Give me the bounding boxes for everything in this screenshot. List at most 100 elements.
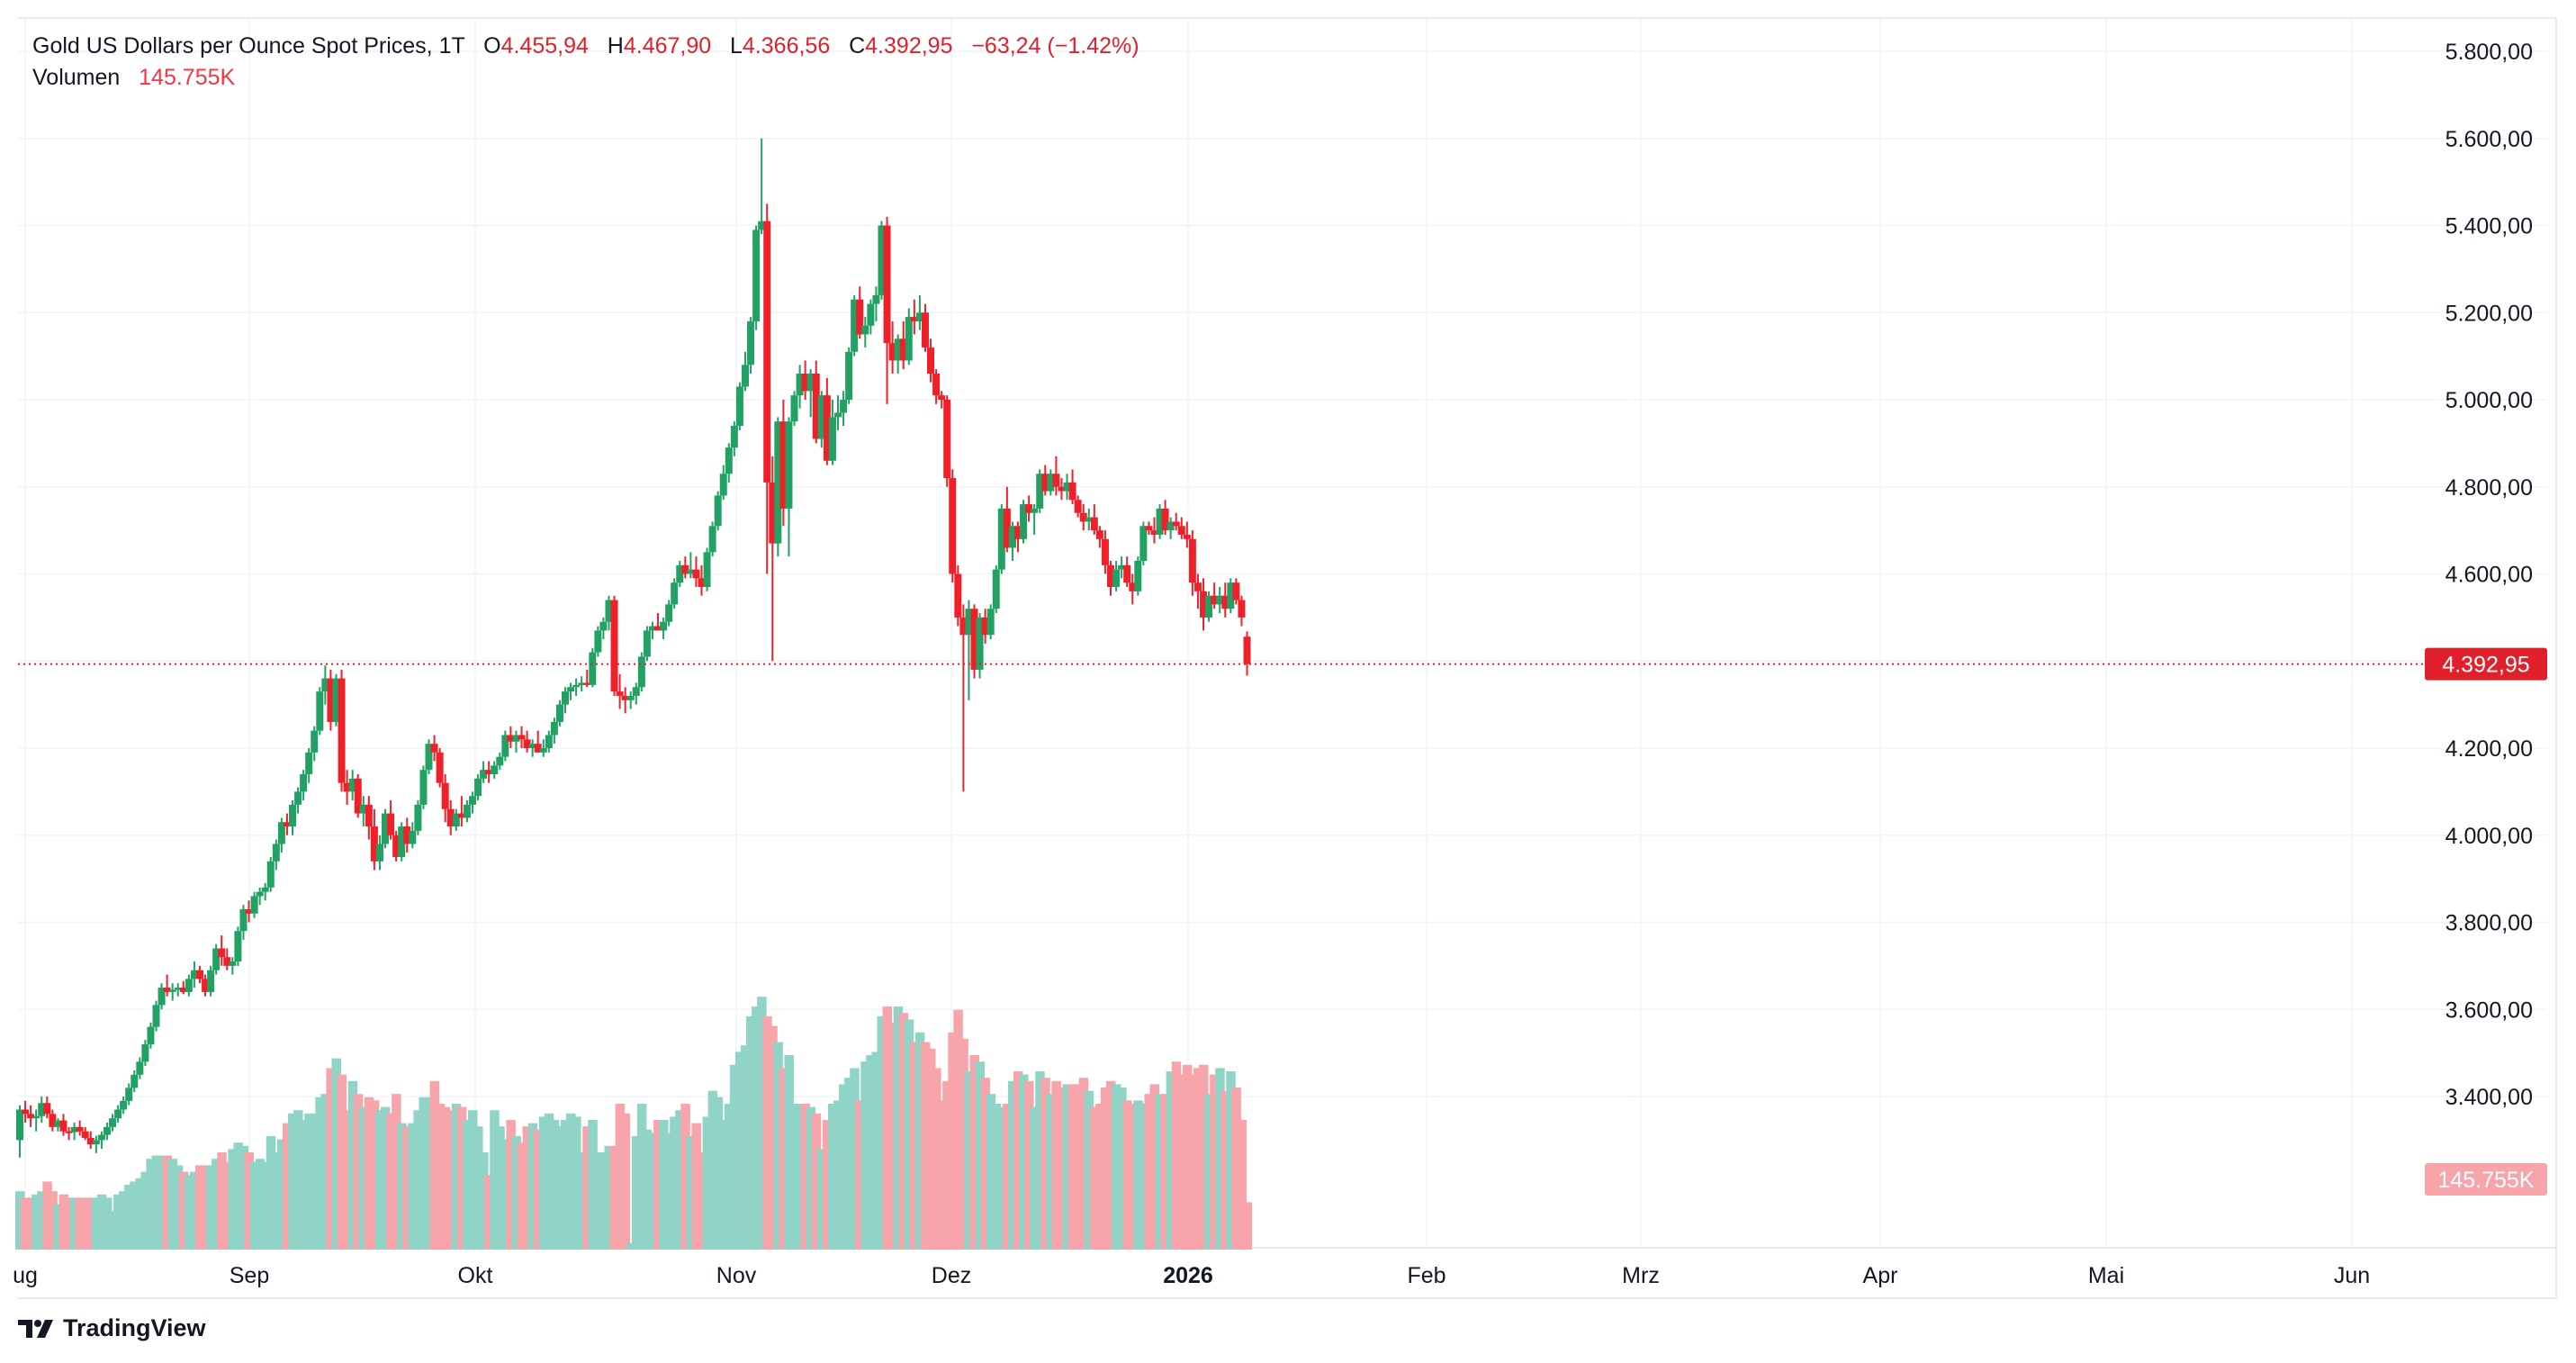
candle-body: [311, 730, 319, 753]
volume-bar: [244, 1152, 255, 1250]
candle-body: [1177, 526, 1185, 535]
volume-bar: [86, 1197, 96, 1250]
candle-body: [131, 1074, 139, 1088]
price-axis-label: 4.200,00: [2445, 736, 2533, 762]
change-value: −63,24 (−1.42%): [971, 33, 1139, 59]
candle-body: [692, 569, 700, 579]
candle-body: [419, 770, 428, 805]
volume-bar: [37, 1191, 47, 1250]
candle-body: [921, 312, 929, 348]
volume-bar: [402, 1126, 412, 1250]
tradingview-branding[interactable]: TradingView: [18, 1314, 206, 1342]
volume-bar: [206, 1165, 216, 1250]
volume-bar: [636, 1104, 647, 1250]
candle-body: [1216, 595, 1224, 605]
volume-bar: [1242, 1202, 1252, 1250]
volume-bar: [517, 1142, 527, 1250]
volume-bar: [413, 1110, 423, 1250]
volume-bar: [959, 1039, 968, 1250]
candle-body: [1145, 526, 1153, 531]
candle-body: [703, 552, 711, 588]
candle-body: [65, 1131, 73, 1133]
volume-bar: [167, 1159, 178, 1250]
candle-body: [528, 744, 536, 748]
volume-bar: [533, 1129, 544, 1250]
candle-body: [1243, 636, 1251, 664]
candle-body: [796, 373, 804, 396]
volume-bar: [288, 1113, 298, 1250]
candle-body: [959, 617, 968, 636]
volume-bar: [746, 1015, 756, 1250]
volume-bar: [255, 1159, 266, 1250]
candle-body: [272, 844, 280, 862]
candle-body: [899, 338, 907, 361]
volume-bar: [119, 1191, 129, 1250]
candles: [16, 138, 1251, 1158]
candle-body: [714, 495, 722, 527]
volume-bar: [26, 1197, 36, 1250]
candle-body: [1008, 526, 1016, 548]
volume-bar: [1193, 1068, 1203, 1250]
candle-body: [671, 582, 679, 605]
volume-bar: [964, 1071, 974, 1250]
volume-bar: [1144, 1094, 1154, 1250]
candle-body: [16, 1109, 23, 1141]
volume-bar: [642, 1129, 653, 1250]
symbol-title[interactable]: Gold US Dollars per Ounce Spot Prices, 1…: [32, 33, 465, 59]
volume-bar: [495, 1126, 505, 1250]
candle-body: [905, 317, 913, 361]
volume-label[interactable]: Volumen: [32, 65, 121, 90]
candle-body: [801, 373, 809, 392]
candle-body: [480, 770, 488, 779]
volume-bar: [996, 1106, 1007, 1250]
candle-body: [234, 931, 242, 962]
candle-body: [976, 617, 984, 670]
candle-body: [730, 426, 738, 448]
high-value: 4.467,90: [623, 33, 712, 59]
volume-bar: [108, 1210, 118, 1250]
candle-body: [114, 1109, 122, 1119]
volume-bar: [130, 1181, 140, 1250]
volume-bar: [315, 1097, 325, 1250]
volume-bar: [1133, 1100, 1143, 1250]
volume-bar: [473, 1126, 483, 1250]
candle-body: [970, 609, 978, 670]
volume-bar: [456, 1106, 467, 1250]
price-axis-label: 3.800,00: [2445, 911, 2533, 936]
candle-body: [735, 386, 743, 427]
candle-body: [1101, 538, 1109, 565]
volume-bar: [762, 1015, 772, 1250]
candle-body: [1166, 521, 1175, 531]
volume-bar: [1199, 1064, 1209, 1250]
close-label: C: [849, 33, 866, 59]
volume-bar: [1117, 1088, 1127, 1250]
volume-bar: [440, 1106, 451, 1250]
volume-bar: [713, 1097, 724, 1250]
volume-bar: [779, 1068, 788, 1250]
time-axis[interactable]: ug Sep Okt Nov Dez 2026 Feb Mrz Apr Mai Jun: [13, 1263, 2370, 1288]
volume-bar: [588, 1120, 598, 1250]
candle-body: [147, 1026, 155, 1044]
volume-bar: [276, 1139, 287, 1250]
candle-body: [1221, 595, 1229, 609]
candle-body: [806, 373, 815, 392]
candle-body: [954, 573, 962, 618]
volume-bar: [212, 1159, 221, 1250]
price-axis[interactable]: 5.800,00 5.600,00 5.400,00 5.200,00 5.000,00…: [2445, 40, 2533, 1110]
candle-body: [1003, 508, 1011, 548]
candle-body: [539, 748, 547, 753]
candle-body: [1020, 504, 1028, 539]
grid-lines: [18, 17, 2557, 1299]
volume-bar: [844, 1078, 854, 1250]
volume-bar: [1067, 1084, 1078, 1250]
volume-bar: [833, 1100, 843, 1250]
candle-body: [76, 1126, 84, 1132]
volume-bar: [91, 1197, 102, 1250]
candle-body: [605, 600, 613, 622]
volume-bar: [102, 1197, 113, 1250]
volume-bar: [975, 1061, 986, 1250]
current-price-tag-label: 4.392,95: [2442, 653, 2529, 678]
candle-body: [354, 778, 362, 814]
volume-bar: [1139, 1104, 1148, 1250]
